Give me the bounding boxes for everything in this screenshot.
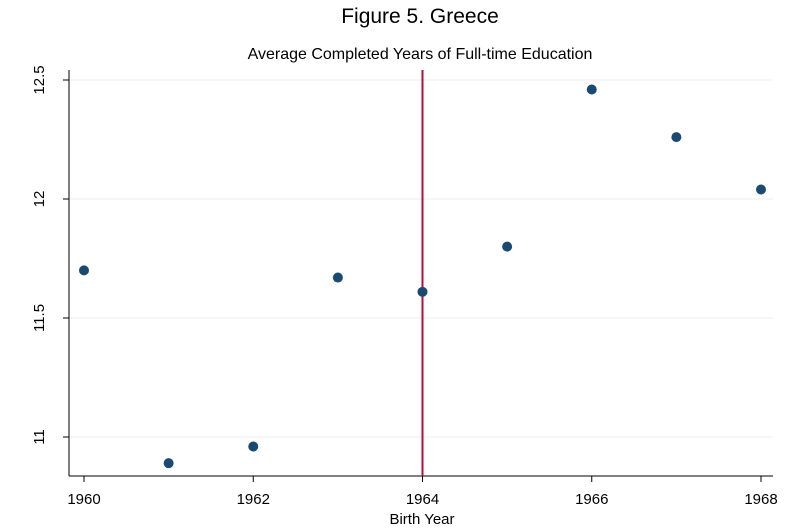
- axis-ticks: 11 11.5 12 12.5 1960 1962 1964 1966 1968: [31, 65, 778, 508]
- grid-lines: [69, 79, 773, 438]
- data-point: [756, 184, 766, 195]
- x-tick-label: 1964: [406, 491, 439, 508]
- data-point: [332, 272, 343, 283]
- x-tick-label: 1968: [744, 491, 777, 508]
- y-tick-label: 11: [31, 429, 48, 445]
- x-tick-label: 1962: [237, 491, 270, 508]
- chart-title: Figure 5. Greece: [341, 5, 499, 28]
- data-point: [248, 441, 259, 452]
- data-point: [502, 241, 513, 252]
- data-point: [417, 286, 428, 297]
- data-point: [163, 458, 174, 469]
- chart-subtitle: Average Completed Years of Full-time Edu…: [247, 46, 593, 63]
- y-tick-label: 12.5: [31, 65, 48, 94]
- data-point: [586, 84, 597, 95]
- y-tick-label: 12: [31, 191, 48, 208]
- x-axis-title: Birth Year: [389, 511, 454, 528]
- data-points: [79, 84, 766, 469]
- data-point: [79, 265, 89, 276]
- data-point: [671, 132, 682, 143]
- y-tick-label: 11.5: [31, 304, 48, 332]
- x-tick-label: 1960: [67, 491, 100, 508]
- x-tick-label: 1966: [575, 491, 608, 508]
